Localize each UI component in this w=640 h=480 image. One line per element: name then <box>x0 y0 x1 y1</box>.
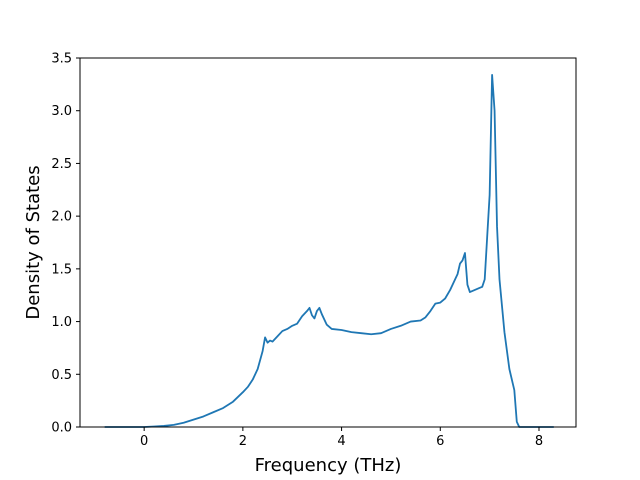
y-tick-label: 2.5 <box>51 157 72 172</box>
y-tick-label: 3.0 <box>51 104 72 119</box>
dos-series-line <box>104 73 554 428</box>
x-tick-label: 4 <box>337 434 345 449</box>
x-tick-label: 2 <box>239 434 247 449</box>
y-tick-label: 0.0 <box>51 421 72 436</box>
plot-area <box>104 73 554 428</box>
y-axis-label: Density of States <box>23 165 44 319</box>
x-tick-label: 0 <box>140 434 148 449</box>
y-tick-label: 1.0 <box>51 315 72 330</box>
x-tick-label: 8 <box>535 434 543 449</box>
y-tick-label: 2.0 <box>51 210 72 225</box>
axis-ticks: 0 2 4 6 8 0.0 0.5 1.0 1.5 2.0 2.5 3.0 3.5 <box>51 52 543 450</box>
axes-frame <box>79 57 577 428</box>
y-tick-label: 0.5 <box>51 368 72 383</box>
x-tick-label: 6 <box>436 434 444 449</box>
y-tick-label: 1.5 <box>51 262 72 277</box>
x-axis-label: Frequency (THz) <box>255 455 402 476</box>
y-tick-label: 3.5 <box>51 52 72 67</box>
